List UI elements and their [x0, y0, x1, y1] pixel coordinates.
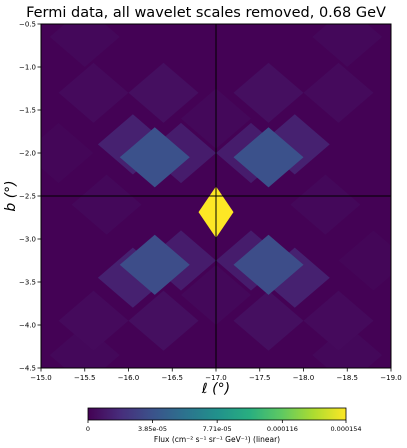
- x-axis-ticks: −15.0 −15.5 −16.0 −16.5 −17.0 −17.5 −18.0 −18.5…: [30, 368, 402, 382]
- x-tick-label: −18.0: [293, 374, 314, 382]
- colorbar-tick-label: 0: [86, 425, 90, 433]
- heatmap-pixel: [312, 24, 383, 67]
- y-tick-label: −4.0: [19, 322, 36, 330]
- x-tick-label: −17.0: [205, 374, 226, 382]
- heatmap-pixel: [49, 325, 120, 368]
- heatmap-pixel: [259, 247, 330, 308]
- colorbar-tick-label: 0.000154: [330, 425, 361, 433]
- colorbar-tick-label: 3.85e-05: [138, 425, 167, 433]
- x-tick-label: −15.0: [30, 374, 51, 382]
- heatmap-pixel: [97, 247, 168, 308]
- y-tick-label: −4.5: [19, 365, 36, 373]
- chart-title: Fermi data, all wavelet scales removed, …: [26, 5, 386, 21]
- colorbar-tick-label: 0.000116: [267, 425, 298, 433]
- colorbar-label: Flux (cm⁻² s⁻¹ sr⁻¹ GeV⁻¹) (linear): [154, 435, 280, 444]
- heatmap-pixel: [338, 230, 391, 291]
- x-tick-label: −18.5: [337, 374, 358, 382]
- y-tick-label: −1.5: [19, 107, 36, 115]
- heatmap-pixel: [303, 290, 374, 351]
- heatmap-pixel: [128, 62, 199, 123]
- heatmap-pixel: [312, 325, 383, 368]
- heatmap-pixel: [41, 122, 94, 184]
- heatmap-pixel: [303, 62, 374, 123]
- heatmap-pixel: [119, 127, 190, 188]
- heatmap-pixel: [119, 234, 190, 295]
- heatmap-pixel: [233, 234, 304, 295]
- heatmap-pixel: [49, 24, 120, 67]
- heatmap-pixel: [233, 62, 304, 123]
- x-tick-label: −16.0: [118, 374, 139, 382]
- x-tick-label: −17.5: [249, 374, 270, 382]
- heatmap-pixel: [71, 174, 142, 235]
- heatmap-pixel: [233, 127, 304, 188]
- y-tick-label: −0.5: [19, 21, 36, 29]
- y-tick-label: −1.0: [19, 64, 36, 72]
- heatmap-pixel: [128, 290, 199, 351]
- colorbar-ticks: 0 3.85e-05 7.71e-05 0.000116 0.000154: [86, 420, 362, 433]
- y-tick-label: −2.0: [19, 150, 36, 158]
- y-tick-label: −3.5: [19, 279, 36, 287]
- y-axis-ticks: −0.5 −1.0 −1.5 −2.0 −2.5 −3.0 −3.5 −4.0 −4.5: [19, 21, 41, 373]
- y-tick-label: −3.0: [19, 236, 36, 244]
- colorbar-tick-label: 7.71e-05: [203, 425, 232, 433]
- heatmap-pixel: [290, 174, 361, 235]
- y-tick-label: −2.5: [19, 193, 36, 201]
- heatmap-pixel: [233, 290, 304, 351]
- heatmap-pixel: [58, 62, 129, 123]
- heatmap-pixel: [58, 290, 129, 351]
- x-tick-label: −16.5: [162, 374, 183, 382]
- colorbar: [87, 407, 347, 421]
- y-axis-label: b (°): [3, 180, 19, 211]
- x-tick-label: −15.5: [74, 374, 95, 382]
- x-axis-label: ℓ (°): [201, 381, 230, 397]
- x-tick-label: −19.0: [380, 374, 401, 382]
